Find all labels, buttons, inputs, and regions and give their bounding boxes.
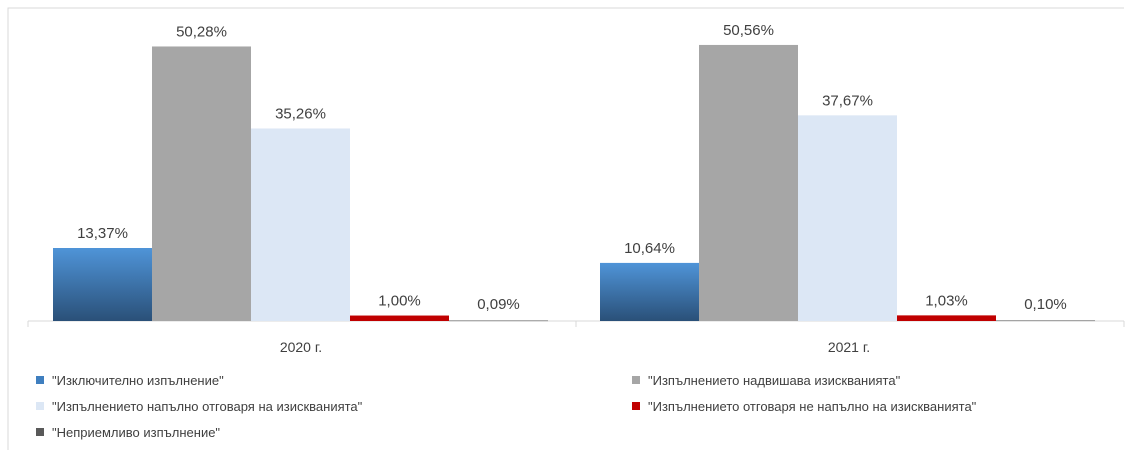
bar-4-1 xyxy=(350,315,449,321)
data-label: 1,03% xyxy=(925,292,968,309)
category-label: 2020 г. xyxy=(280,339,322,355)
bar-5-1 xyxy=(449,320,548,322)
legend-swatch xyxy=(36,402,44,410)
category-label: 2021 г. xyxy=(828,339,870,355)
legend-swatch xyxy=(36,428,44,436)
chart-border xyxy=(7,7,1124,450)
data-label: 0,10% xyxy=(1024,296,1067,313)
legend-label: "Неприемливо изпълнение" xyxy=(52,425,220,440)
legend-swatch xyxy=(36,376,44,384)
bar-1-1 xyxy=(53,247,152,321)
bar-group xyxy=(53,44,1095,322)
legend-label: "Изпълнението надвишава изискванията" xyxy=(648,373,901,388)
bar-5-2 xyxy=(996,320,1095,322)
bar-1-2 xyxy=(600,262,699,321)
legend: "Изключително изпълнение" "Изпълнението н… xyxy=(36,373,977,440)
legend-swatch xyxy=(632,402,640,410)
bar-4-2 xyxy=(897,315,996,321)
legend-swatch xyxy=(632,376,640,384)
data-label: 0,09% xyxy=(477,296,520,313)
data-label: 1,00% xyxy=(378,293,421,310)
bar-3-2 xyxy=(798,115,897,321)
data-label: 50,56% xyxy=(723,22,774,39)
data-label-group: 13,37% 50,28% 35,26% 1,00% 0,09% 10,64% 50,56%… xyxy=(77,22,1067,313)
bar-2-2 xyxy=(699,44,798,322)
data-label: 13,37% xyxy=(77,225,128,242)
data-label: 50,28% xyxy=(176,23,227,40)
legend-label: "Изпълнението напълно отговаря на изискв… xyxy=(52,399,363,414)
legend-label: "Изпълнението отговаря не напълно на изи… xyxy=(648,399,977,414)
bar-2-1 xyxy=(152,46,251,322)
data-label: 10,64% xyxy=(624,240,675,257)
data-label: 37,67% xyxy=(822,92,873,109)
legend-label: "Изключително изпълнение" xyxy=(52,373,224,388)
data-label: 35,26% xyxy=(275,105,326,122)
category-label-group: 2020 г. 2021 г. xyxy=(280,339,870,355)
bar-3-1 xyxy=(251,128,350,321)
